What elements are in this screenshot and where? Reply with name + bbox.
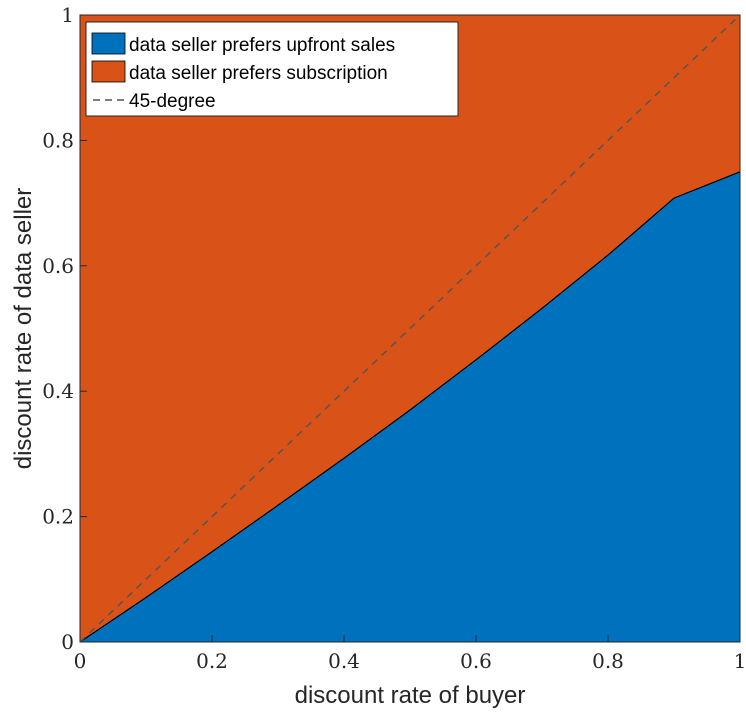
x-axis-label: discount rate of buyer bbox=[295, 682, 526, 709]
y-tick-label: 0.4 bbox=[42, 379, 74, 403]
x-tick-label: 0 bbox=[74, 649, 87, 673]
x-tick-label: 0.6 bbox=[460, 649, 492, 673]
legend-label-upfront: data seller prefers upfront sales bbox=[129, 35, 395, 56]
y-axis-label: discount rate of data seller bbox=[10, 188, 37, 470]
legend-label-subscription: data seller prefers subscription bbox=[129, 63, 388, 84]
y-tick-label: 0.2 bbox=[42, 505, 74, 529]
y-tick-label: 1 bbox=[61, 3, 74, 27]
plot-area bbox=[79, 14, 741, 643]
upfront-sales-region bbox=[80, 171, 740, 643]
x-tick-label: 0.4 bbox=[328, 649, 360, 673]
legend-swatch-subscription bbox=[91, 60, 126, 83]
legend-swatch-upfront bbox=[91, 32, 126, 55]
legend: data seller prefers upfront sales data s… bbox=[85, 21, 459, 117]
y-axis-ticks: 0 0.2 0.4 0.6 0.8 1 bbox=[42, 3, 87, 654]
legend-label-45-degree: 45-degree bbox=[129, 91, 216, 112]
axes-box bbox=[79, 14, 741, 643]
y-tick-label: 0.6 bbox=[42, 254, 74, 278]
x-tick-label: 0.2 bbox=[196, 649, 228, 673]
forty-five-degree-line bbox=[79, 14, 741, 643]
x-tick-label: 0.8 bbox=[592, 649, 624, 673]
x-tick-label: 1 bbox=[734, 649, 746, 673]
legend-box bbox=[85, 21, 459, 117]
y-tick-label: 0.8 bbox=[42, 128, 74, 152]
x-axis-ticks: 0 0.2 0.4 0.6 0.8 1 bbox=[74, 635, 746, 673]
boundary-curve bbox=[79, 171, 741, 643]
y-tick-label: 0 bbox=[61, 630, 74, 654]
